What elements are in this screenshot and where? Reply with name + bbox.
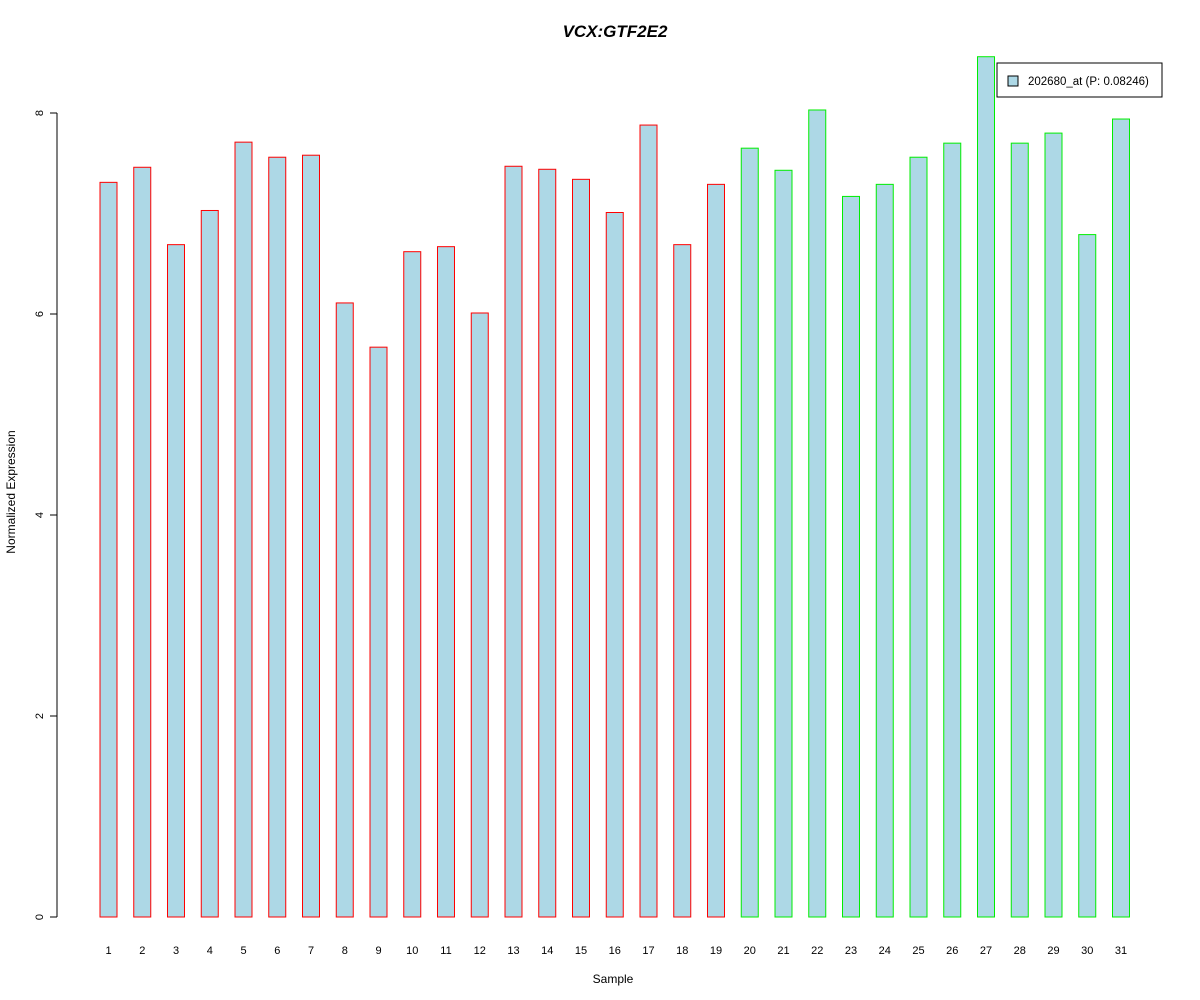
- x-tick-label: 29: [1047, 945, 1059, 957]
- x-tick-label: 9: [375, 945, 381, 957]
- x-tick-label: 28: [1014, 945, 1026, 957]
- legend: 202680_at (P: 0.08246): [996, 62, 1163, 98]
- x-tick-label: 8: [342, 945, 348, 957]
- x-tick-label: 23: [845, 945, 857, 957]
- bar-sample-19: [707, 183, 725, 918]
- x-tick-label: 27: [980, 945, 992, 957]
- x-tick-label: 15: [575, 945, 587, 957]
- bar-sample-15: [572, 178, 590, 918]
- x-tick-label: 4: [207, 945, 213, 957]
- bar-sample-31: [1112, 118, 1130, 918]
- y-tick-label: 2: [34, 713, 46, 719]
- x-tick-label: 10: [406, 945, 418, 957]
- legend-label: 202680_at (P: 0.08246): [1028, 76, 1149, 88]
- bar-sample-9: [369, 346, 388, 918]
- bar-sample-3: [167, 244, 185, 918]
- bar-sample-20: [740, 147, 759, 918]
- x-axis-label: Sample: [593, 972, 634, 986]
- x-tick-label: 2: [139, 945, 145, 957]
- x-tick-label: 18: [676, 945, 688, 957]
- bar-sample-24: [875, 183, 894, 918]
- bar-sample-25: [909, 156, 928, 918]
- x-tick-label: 31: [1115, 945, 1127, 957]
- bar-sample-11: [437, 246, 455, 918]
- y-axis-label: Normalized Expression: [4, 430, 18, 553]
- bar-sample-17: [639, 124, 658, 918]
- x-tick-label: 22: [811, 945, 823, 957]
- x-tick-label: 7: [308, 945, 314, 957]
- legend-box: [996, 62, 1163, 98]
- x-tick-label: 30: [1081, 945, 1093, 957]
- bar-sample-18: [673, 244, 692, 918]
- bars: [99, 56, 1130, 918]
- x-tick-label: 25: [912, 945, 924, 957]
- bar-sample-14: [538, 168, 557, 918]
- x-tick-label: 11: [440, 945, 451, 957]
- bar-sample-12: [470, 312, 489, 918]
- y-axis: 0 2 4 6 8: [34, 110, 58, 920]
- bar-sample-13: [504, 165, 523, 918]
- y-tick-label: 8: [34, 110, 46, 116]
- x-tick-label: 16: [609, 945, 621, 957]
- bar-sample-26: [943, 142, 962, 918]
- bar-sample-2: [133, 166, 152, 918]
- bar-sample-4: [200, 209, 219, 918]
- bar-sample-8: [335, 302, 354, 918]
- bar-sample-30: [1078, 234, 1097, 918]
- x-tick-label: 17: [642, 945, 654, 957]
- x-tick-labels: 1 2 3 4 5 6 7 8 9 10 11 12 13 14 15 16 17 18 19 20 21 22 23 24 2…: [105, 945, 1127, 957]
- bar-sample-23: [842, 195, 860, 918]
- bar-sample-6: [268, 156, 287, 918]
- x-tick-label: 6: [274, 945, 280, 957]
- bar-sample-10: [403, 251, 422, 918]
- bar-sample-22: [808, 109, 827, 918]
- bar-sample-7: [302, 154, 320, 918]
- bar-sample-27: [977, 56, 995, 918]
- bar-sample-29: [1044, 132, 1063, 918]
- bar-sample-28: [1010, 142, 1029, 918]
- legend-swatch: [1007, 75, 1019, 87]
- bar-sample-5: [234, 141, 253, 918]
- x-tick-label: 1: [105, 945, 111, 957]
- x-tick-label: 12: [474, 945, 486, 957]
- x-tick-label: 24: [879, 945, 891, 957]
- y-tick-label: 0: [34, 914, 46, 920]
- x-tick-label: 21: [777, 945, 789, 957]
- x-tick-label: 3: [173, 945, 179, 957]
- y-tick-label: 6: [34, 311, 46, 317]
- x-tick-label: 19: [710, 945, 722, 957]
- x-tick-label: 20: [744, 945, 756, 957]
- x-tick-label: 26: [946, 945, 958, 957]
- bar-sample-21: [774, 169, 793, 918]
- x-tick-label: 13: [507, 945, 519, 957]
- x-tick-label: 14: [541, 945, 553, 957]
- chart-title: VCX:GTF2E2: [563, 22, 668, 41]
- bar-sample-1: [99, 181, 118, 918]
- y-tick-label: 4: [34, 512, 46, 518]
- bar-sample-16: [605, 211, 624, 918]
- x-tick-label: 5: [240, 945, 246, 957]
